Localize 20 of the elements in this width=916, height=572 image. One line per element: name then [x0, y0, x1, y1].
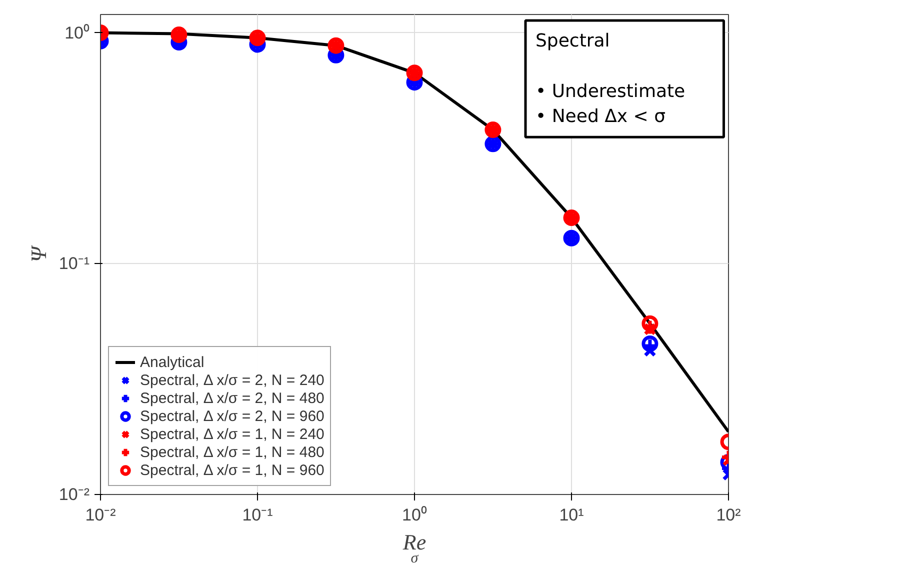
- y-tick-label: 10⁰: [64, 23, 90, 42]
- y-tick-label: 10⁻¹: [58, 254, 90, 274]
- legend-label: Analytical: [140, 353, 204, 371]
- x-tick-label: 10¹: [559, 506, 584, 524]
- x-tick-label: 10²: [716, 506, 742, 524]
- legend-label: Spectral, Δ x/σ = 1, N = 480: [140, 443, 324, 461]
- legend-label: Spectral, Δ x/σ = 2, N = 480: [140, 389, 324, 407]
- legend-label: Spectral, Δ x/σ = 1, N = 240: [140, 425, 324, 443]
- annotation: • Need Δx < σ: [536, 106, 666, 128]
- annotation: • Underestimate: [536, 80, 686, 102]
- annotation: Spectral: [536, 30, 610, 52]
- y-tick-label: 10⁻²: [58, 485, 90, 504]
- x-tick-label: 10⁰: [402, 506, 427, 524]
- x-tick-label: 10⁻²: [85, 506, 116, 524]
- x-axis-title: Reσ: [402, 530, 426, 566]
- legend-label: Spectral, Δ x/σ = 1, N = 960: [140, 461, 324, 479]
- legend-label: Spectral, Δ x/σ = 2, N = 240: [140, 371, 324, 389]
- y-axis-title: Ψ: [26, 244, 51, 262]
- x-tick-label: 10⁻¹: [242, 506, 274, 524]
- legend-label: Spectral, Δ x/σ = 2, N = 960: [140, 407, 324, 425]
